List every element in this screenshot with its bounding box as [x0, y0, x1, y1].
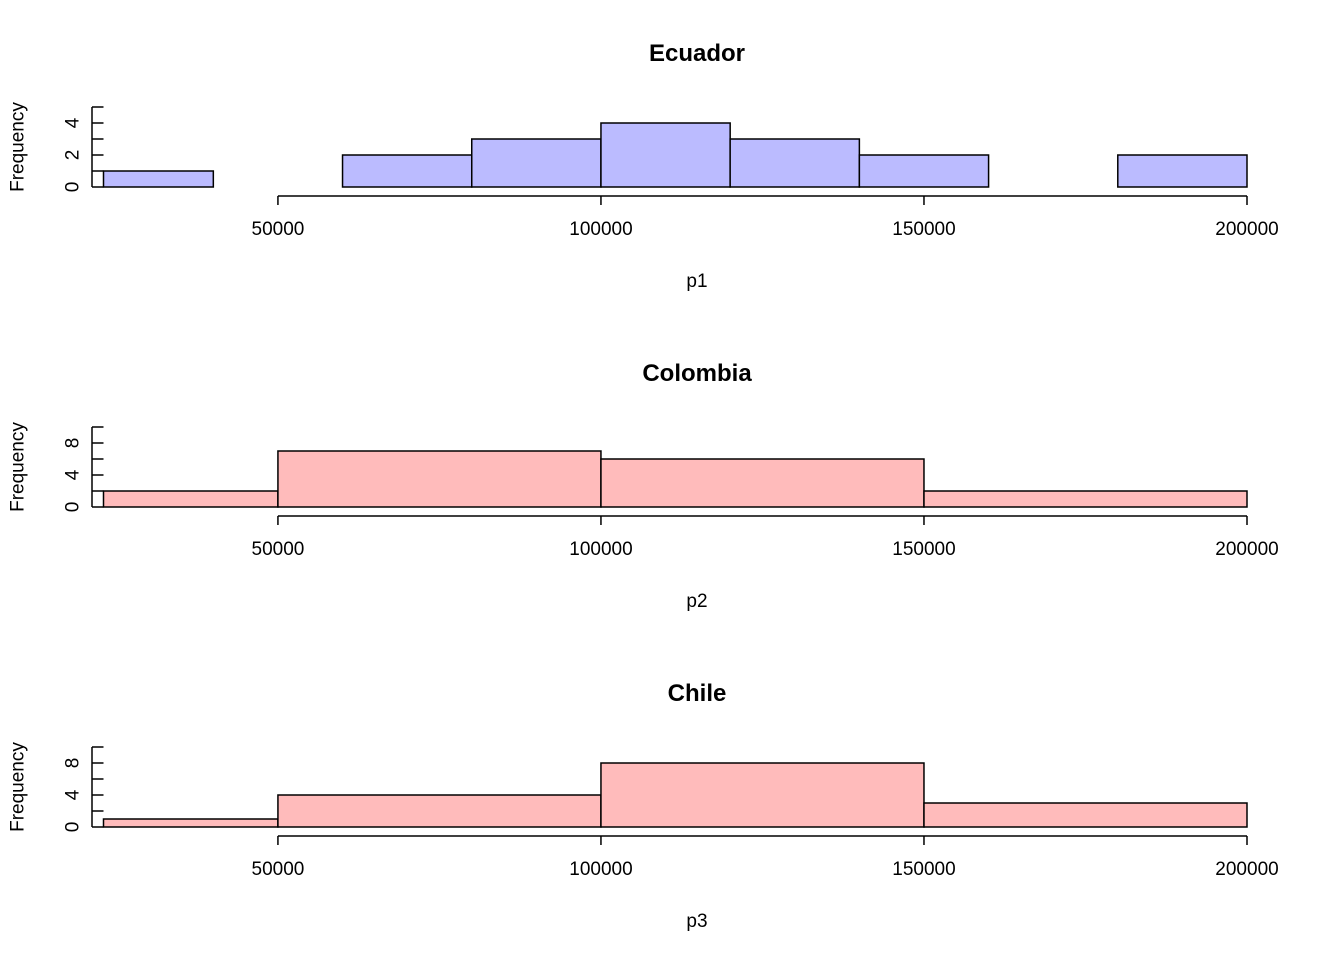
- histogram-bar: [600, 762, 925, 828]
- x-tick-label: 200000: [1215, 859, 1278, 880]
- histogram-bar: [923, 490, 1248, 508]
- x-tick-label: 150000: [892, 859, 955, 880]
- histogram-bar: [600, 122, 731, 188]
- x-axis-label: p2: [686, 591, 707, 612]
- y-tick-label: 4: [63, 117, 84, 128]
- y-tick-label: 4: [63, 469, 84, 480]
- y-axis-label: Frequency: [8, 102, 29, 192]
- x-tick-label: 200000: [1215, 539, 1278, 560]
- y-tick-label: 0: [63, 822, 84, 833]
- y-tick-label: 8: [63, 438, 84, 449]
- x-tick-label: 50000: [252, 219, 305, 240]
- histogram-bar: [470, 138, 602, 188]
- histogram-bar: [341, 154, 473, 188]
- y-tick-label: 0: [63, 502, 84, 513]
- x-tick-label: 150000: [892, 539, 955, 560]
- x-tick-label: 100000: [569, 219, 632, 240]
- y-tick-label: 4: [63, 789, 84, 800]
- histogram-bar: [102, 490, 279, 508]
- histogram-bar: [102, 170, 215, 188]
- x-tick-label: 100000: [569, 859, 632, 880]
- y-axis-label: Frequency: [8, 422, 29, 512]
- histogram-bar: [102, 818, 279, 828]
- chart-title: Chile: [668, 680, 727, 707]
- chart-title: Ecuador: [649, 40, 745, 67]
- x-tick-label: 50000: [252, 859, 305, 880]
- chart-title: Colombia: [642, 360, 752, 387]
- y-tick-label: 0: [63, 182, 84, 193]
- x-axis-label: p1: [686, 271, 707, 292]
- histogram-bar: [858, 154, 990, 188]
- x-tick-label: 100000: [569, 539, 632, 560]
- y-axis-label: Frequency: [8, 742, 29, 832]
- x-tick-label: 200000: [1215, 219, 1278, 240]
- histogram-bar: [277, 794, 602, 828]
- histogram-bar: [277, 450, 602, 508]
- x-tick-label: 50000: [252, 539, 305, 560]
- histogram-bar: [600, 458, 925, 508]
- x-tick-label: 150000: [892, 219, 955, 240]
- x-axis-label: p3: [686, 911, 707, 932]
- y-tick-label: 8: [63, 758, 84, 769]
- histogram-bar: [1117, 154, 1248, 188]
- histogram-bar: [729, 138, 861, 188]
- y-tick-label: 2: [63, 150, 84, 161]
- histogram-bar: [923, 802, 1248, 828]
